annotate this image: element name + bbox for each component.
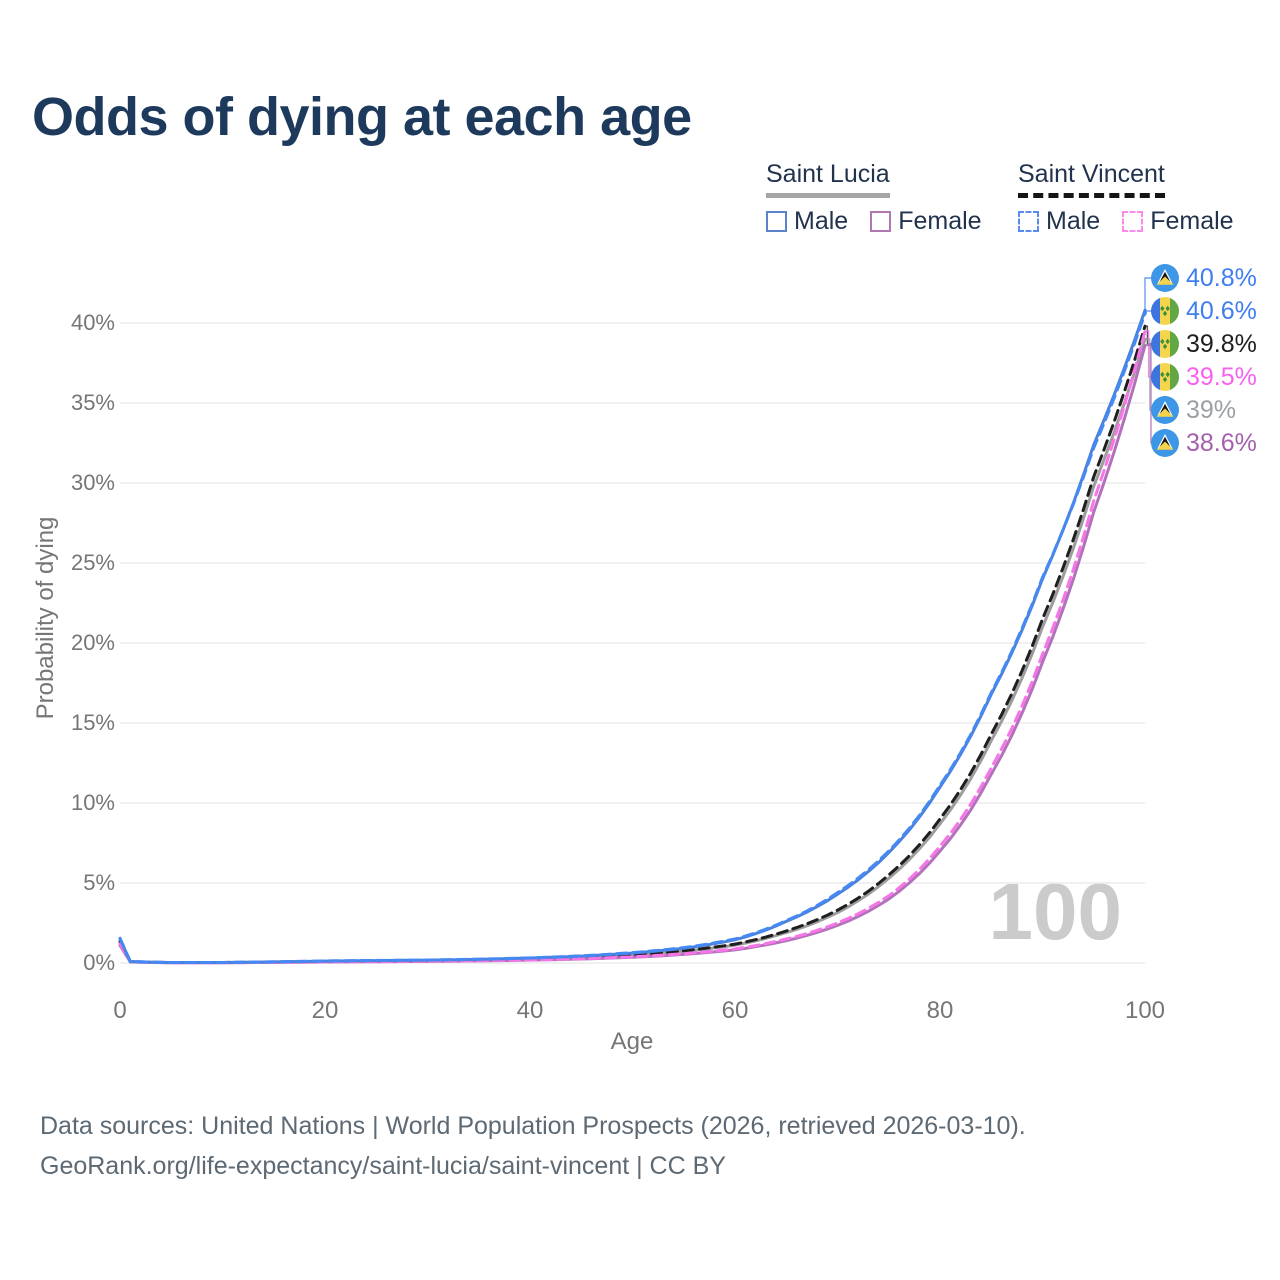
end-value: 39.8% [1186,329,1257,358]
legend-item-saint-vincent-female[interactable]: Female [1122,207,1234,236]
end-label-row: 40.8% [1151,263,1257,293]
saint-lucia-male-swatch-icon [766,211,787,232]
y-tick: 15% [70,710,115,735]
y-tick: 25% [70,550,115,575]
legend-header-saint-vincent: Saint Vincent [1018,160,1165,198]
legend-item-saint-vincent-male[interactable]: Male [1018,207,1100,236]
end-label-row: 39.8% [1151,329,1257,359]
legend-items-saint-lucia: Male Female [766,207,982,236]
legend-item-saint-lucia-female[interactable]: Female [870,207,982,236]
legend-label: Female [1150,207,1234,235]
end-value: 38.6% [1186,428,1257,457]
end-value: 39% [1186,395,1237,424]
end-value: 39.5% [1186,362,1257,391]
y-tick: 5% [83,870,115,895]
saint-vincent-male-swatch-icon [1018,211,1039,232]
page-title: Odds of dying at each age [32,87,692,147]
y-tick: 30% [70,470,115,495]
saint-lucia-female-swatch-icon [870,211,892,232]
x-tick: 20 [311,997,339,1024]
end-label-row: 39% [1151,395,1236,425]
legend-group-saint-vincent: Saint Vincent Male Female [1018,160,1234,236]
footer: Data sources: United Nations | World Pop… [40,1106,1240,1186]
x-tick: 100 [1124,997,1166,1024]
saint-vincent-flag-icon [1151,297,1179,325]
x-axis-title: Age [610,1028,654,1055]
legend-group-saint-lucia: Saint Lucia Male Female [766,160,982,236]
legend-label: Male [1046,207,1101,235]
saint-lucia-flag-icon [1151,429,1179,457]
legend-item-saint-lucia-male[interactable]: Male [766,207,848,236]
saint-vincent-flag-icon [1151,363,1179,391]
legend-label: Female [898,207,982,235]
end-label-row: 40.6% [1151,296,1257,326]
y-tick: 35% [70,390,115,415]
attribution-line: GeoRank.org/life-expectancy/saint-lucia/… [40,1152,726,1180]
age-watermark: 100 [988,867,1122,956]
data-sources-line: Data sources: United Nations | World Pop… [40,1112,1026,1140]
x-tick: 0 [113,997,127,1024]
y-tick: 20% [70,630,115,655]
legend-items-saint-vincent: Male Female [1018,207,1234,236]
end-label-row: 38.6% [1151,428,1257,458]
x-tick: 60 [721,997,749,1024]
saint-lucia-flag-icon [1151,264,1179,292]
saint-lucia-flag-icon [1151,396,1179,424]
legend-header-saint-lucia: Saint Lucia [766,160,890,198]
y-tick: 0% [83,950,115,975]
y-tick: 10% [70,790,115,815]
x-tick: 80 [926,997,954,1024]
saint-vincent-flag-icon [1151,330,1179,358]
y-tick: 40% [70,310,115,335]
legend-label: Male [794,207,849,235]
end-label-row: 39.5% [1151,362,1257,392]
saint-vincent-female-swatch-icon [1122,211,1144,232]
end-value: 40.6% [1186,296,1257,325]
x-tick: 40 [516,997,544,1024]
end-value: 40.8% [1186,263,1257,292]
